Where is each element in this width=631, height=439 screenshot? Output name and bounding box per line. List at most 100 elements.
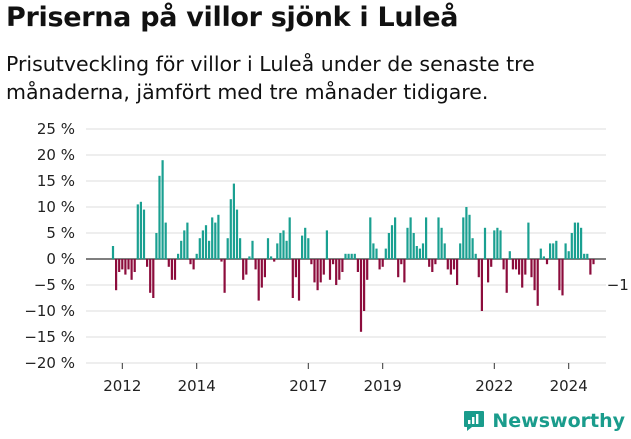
y-tick-label: −10 % [24,302,75,320]
bar [483,227,487,259]
bar [350,253,353,259]
bar [400,259,403,265]
bar [229,199,232,259]
bar [387,233,390,259]
bar [409,217,412,259]
bar [257,259,260,301]
bar [431,259,434,272]
bar [180,240,183,259]
newsworthy-logo-icon [464,411,485,431]
y-tick-label: 15 % [37,172,75,190]
bar [558,259,561,291]
bar [589,259,592,275]
bar [434,259,437,265]
bar [505,259,508,293]
bar [245,259,248,275]
bar [183,230,186,259]
bar [561,259,564,296]
bar [189,259,192,265]
bar [412,233,415,259]
bar [146,259,149,267]
bar [294,259,297,278]
bar [456,259,459,285]
bar [539,248,542,259]
bars [111,160,595,332]
bar [452,259,456,270]
brand-name: Newsworthy [492,410,625,432]
y-tick-label: −15 % [24,328,75,346]
bar [545,259,549,265]
y-tick-label: 20 % [37,146,75,164]
bar [381,259,384,267]
bar [248,256,251,259]
bar [155,233,158,259]
bar [133,259,136,272]
bar [446,259,449,270]
bar [211,217,214,259]
bar [204,225,208,259]
bar [226,238,229,259]
bar [586,253,589,259]
bar [192,259,195,270]
bar [421,243,425,259]
bar [576,222,580,259]
bar [152,259,155,298]
bar [384,248,387,259]
bar [567,251,570,259]
bar [254,259,257,270]
x-axis-ticks: 2012 2014 2017 2019 2022 2024 [103,363,588,395]
bar [173,259,177,280]
bar [142,209,146,259]
bar [573,222,576,259]
bar [118,259,121,272]
bar [347,253,350,259]
y-tick-label: −5 % [34,276,75,294]
bar [536,259,539,306]
bar [316,259,319,291]
bar [273,259,276,262]
bar [232,183,235,259]
latest-value-annotation: −1 % [607,276,631,294]
bar [127,259,130,270]
bar [462,217,465,259]
bar [552,243,555,259]
bar [372,243,375,259]
bar [279,233,282,259]
bar [239,238,242,259]
bar [356,259,359,272]
y-tick-label: 5 % [46,224,75,242]
bar [443,243,446,259]
x-tick-label: 2024 [550,377,588,395]
bar [406,227,409,259]
bar [325,230,328,259]
bar [502,259,505,270]
bar [322,259,325,275]
bar [477,259,480,278]
bar [533,259,536,291]
x-tick-label: 2022 [475,377,513,395]
bar [149,259,152,293]
bar [394,217,397,259]
y-tick-label: −20 % [24,354,75,372]
bar [195,253,198,259]
bar [514,259,518,270]
bar [508,251,511,259]
chart-title: Priserna på villor sjönk i Luleå [6,2,459,33]
bar [328,259,332,280]
chart-subtitle: Prisutveckling för villor i Luleå under … [6,52,535,104]
bar [527,222,530,259]
bar [583,253,586,259]
y-axis-ticks: 25 % 20 % 15 % 10 % 5 % 0 % −5 % −10 % −15 % −20 … [24,120,75,372]
bar [390,225,394,259]
bar [530,259,533,278]
bar [518,259,521,275]
bar [490,259,493,267]
bar [425,217,428,259]
x-tick-label: 2014 [178,377,216,395]
bar [124,259,127,275]
y-tick-label: 10 % [37,198,75,216]
bar [282,230,285,259]
bar [570,233,573,259]
bar [449,259,452,275]
